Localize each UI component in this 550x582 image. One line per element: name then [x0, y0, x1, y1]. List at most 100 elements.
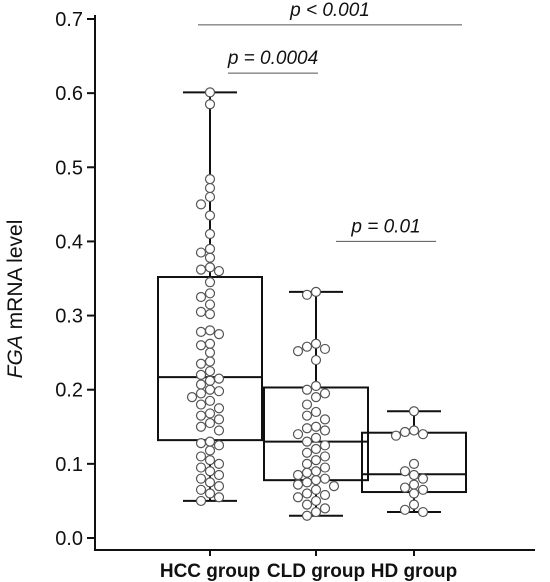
box-1-point	[301, 488, 313, 499]
box-0-point	[204, 87, 216, 98]
y-tick-label-5: 0.5	[55, 157, 83, 179]
box-0-point	[204, 325, 216, 336]
box-0-point	[195, 410, 207, 421]
box-2-point	[399, 482, 411, 493]
box-1-point	[310, 406, 322, 418]
box-0-point	[195, 247, 207, 258]
box-1-point	[310, 392, 322, 403]
box-0-point	[195, 437, 207, 449]
box-0-point	[204, 243, 216, 254]
box-0-point	[213, 373, 225, 384]
box-1-point	[319, 451, 331, 462]
box-1-point	[301, 510, 313, 521]
box-0-point	[204, 395, 216, 406]
box-1-point	[319, 473, 331, 484]
box-0-point	[195, 495, 207, 507]
box-1-point	[301, 458, 313, 469]
box-0-point	[213, 440, 225, 451]
box-0-point	[213, 414, 225, 425]
box-1-point	[292, 346, 304, 357]
box-0-point	[195, 369, 207, 380]
box-1-point	[292, 429, 304, 440]
box-1-point	[301, 467, 313, 478]
box-1-point	[328, 481, 340, 492]
box-2-point	[408, 406, 420, 417]
x-tick-label-1: CLD group	[267, 561, 365, 582]
box-0-point	[204, 466, 216, 477]
box-0-point	[204, 252, 216, 263]
box-2-point	[408, 425, 420, 436]
box-0-point	[204, 228, 216, 240]
box-1-point	[301, 384, 313, 395]
box-0-point	[204, 384, 216, 395]
box-1-point	[310, 286, 322, 297]
box-2-point	[417, 429, 429, 440]
box-0-point	[213, 329, 225, 340]
box-2-point	[408, 499, 420, 510]
box-1-point	[301, 399, 313, 410]
box-0-point	[213, 469, 225, 481]
box-1-point	[310, 354, 322, 366]
box-0-point	[204, 299, 216, 310]
box-0-point	[204, 182, 216, 194]
box-1-point	[310, 338, 322, 349]
y-tick-label-3: 0.3	[55, 306, 83, 328]
box-2-point	[417, 506, 429, 518]
box-1-point	[310, 484, 322, 495]
x-tick-label-2: HD group	[371, 561, 458, 582]
box-1-point	[310, 495, 322, 507]
significance-label-0: p < 0.001	[289, 0, 370, 21]
box-2-point	[408, 469, 420, 481]
box-1-point	[310, 506, 322, 518]
box-2-point	[390, 430, 402, 441]
box-0-point	[204, 366, 216, 377]
box-0-point	[195, 484, 207, 495]
box-0-point	[204, 210, 216, 221]
box-0-point	[195, 340, 207, 351]
box-2-point	[408, 488, 420, 499]
box-1-point	[310, 475, 322, 486]
box-1-point	[292, 469, 304, 481]
y-tick-label-0: 0.0	[55, 528, 83, 550]
box-0-point	[204, 262, 216, 273]
box-0-point	[195, 199, 207, 210]
box-0-point	[204, 277, 216, 288]
x-tick-label-0: HCC group	[160, 561, 260, 582]
box-0-point	[204, 338, 216, 349]
y-tick-label-6: 0.6	[55, 83, 83, 105]
box-0-point	[204, 99, 216, 110]
box-0-point	[195, 379, 207, 390]
significance-label-1: p = 0.0004	[227, 48, 318, 69]
box-0-point	[213, 403, 225, 414]
box-1-point	[301, 423, 313, 434]
y-axis-title-gene: FGA	[4, 335, 27, 378]
box-1-point	[310, 466, 322, 477]
box-1-point	[292, 492, 304, 503]
box-0-point	[204, 408, 216, 419]
box-2-point	[408, 458, 420, 469]
box-0-point	[213, 492, 225, 503]
box-2-point	[417, 473, 429, 484]
box-1-point	[319, 489, 331, 501]
y-tick-label-2: 0.2	[55, 380, 83, 402]
box-0-point	[204, 174, 216, 185]
box-1-point	[319, 503, 331, 514]
box-0-point	[204, 191, 216, 203]
box-1-point	[310, 421, 322, 432]
box-0-point	[195, 421, 207, 432]
box-0-point	[213, 458, 225, 469]
box-0-point	[195, 451, 207, 462]
box-1-point	[319, 414, 331, 425]
box-2-point	[399, 466, 411, 477]
box-0-point	[213, 386, 225, 397]
box-1-point	[319, 462, 331, 473]
y-tick-label-1: 0.1	[55, 454, 83, 476]
box-1-point	[319, 425, 331, 436]
box-0-point	[186, 392, 198, 403]
box-1-point	[301, 477, 313, 488]
box-0-point	[213, 481, 225, 492]
y-axis-title-rest: mRNA level	[4, 220, 27, 336]
box-1-point	[301, 289, 313, 300]
box-0-point	[204, 445, 216, 456]
